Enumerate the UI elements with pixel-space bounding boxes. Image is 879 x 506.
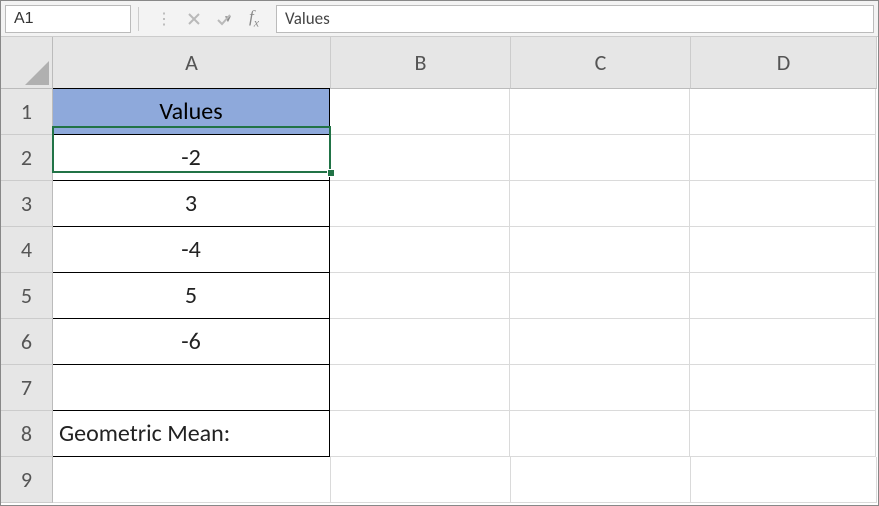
cell-D4[interactable] [690, 227, 876, 273]
cell-A3[interactable]: 3 [53, 180, 330, 227]
table-row: -4 [53, 227, 878, 273]
formula-button-group: ⋮ fx [146, 6, 272, 32]
row-header-strip: 123456789 [1, 37, 53, 505]
name-box-container[interactable]: ▼ [5, 5, 131, 33]
cell-C4[interactable] [510, 227, 690, 273]
cell-A2[interactable]: -2 [53, 134, 330, 181]
formula-input-text: Values [285, 8, 330, 29]
column-header-D[interactable]: D [691, 37, 877, 89]
cell-A4[interactable]: -4 [53, 226, 330, 273]
cell-D8[interactable] [690, 411, 876, 457]
cell-B9[interactable] [331, 457, 511, 503]
column-header-B[interactable]: B [331, 37, 511, 89]
row-header-5[interactable]: 5 [1, 273, 53, 319]
cell-D9[interactable] [691, 457, 877, 503]
cell-A9[interactable] [53, 457, 331, 503]
formula-input[interactable]: Values [276, 5, 874, 33]
cell-C3[interactable] [510, 181, 690, 227]
cell-B4[interactable] [330, 227, 510, 273]
cell-A5[interactable]: 5 [53, 272, 330, 319]
cell-C6[interactable] [510, 319, 690, 365]
cell-D7[interactable] [690, 365, 876, 411]
row-header-1[interactable]: 1 [1, 89, 53, 135]
table-row: -2 [53, 135, 878, 181]
divider [138, 7, 139, 31]
cell-B8[interactable] [330, 411, 510, 457]
row-header-9[interactable]: 9 [1, 457, 53, 503]
cell-B2[interactable] [330, 135, 510, 181]
table-row: 5 [53, 273, 878, 319]
cell-C7[interactable] [510, 365, 690, 411]
row-header-4[interactable]: 4 [1, 227, 53, 273]
cell-B6[interactable] [330, 319, 510, 365]
column-headers: ABCD [53, 37, 878, 89]
table-row: 3 [53, 181, 878, 227]
table-row: Values [53, 89, 878, 135]
table-row: -6 [53, 319, 878, 365]
cell-C2[interactable] [510, 135, 690, 181]
row-header-3[interactable]: 3 [1, 181, 53, 227]
cell-C5[interactable] [510, 273, 690, 319]
cancel-icon[interactable] [180, 6, 208, 32]
cell-D1[interactable] [690, 89, 876, 135]
select-all-corner[interactable] [1, 37, 53, 89]
cell-C9[interactable] [511, 457, 691, 503]
cell-B5[interactable] [330, 273, 510, 319]
cell-B3[interactable] [330, 181, 510, 227]
cell-B1[interactable] [330, 89, 510, 135]
cell-A8[interactable]: Geometric Mean: [53, 410, 330, 457]
cell-A6[interactable]: -6 [53, 318, 330, 365]
cell-B7[interactable] [330, 365, 510, 411]
formula-bar: ▼ ⋮ fx Values [1, 1, 878, 37]
fill-handle[interactable] [327, 169, 335, 177]
fx-icon[interactable]: fx [240, 6, 268, 32]
cell-C1[interactable] [510, 89, 690, 135]
cell-D5[interactable] [690, 273, 876, 319]
enter-icon[interactable] [210, 6, 238, 32]
cell-D2[interactable] [690, 135, 876, 181]
cell-D3[interactable] [690, 181, 876, 227]
column-header-C[interactable]: C [511, 37, 691, 89]
cells-area[interactable]: Values-23-45-6 Geometric Mean: [53, 89, 878, 503]
row-header-2[interactable]: 2 [1, 135, 53, 181]
grid: ABCD Values-23-45-6 Geometric Mean: [53, 37, 878, 505]
sheet-area: 123456789 ABCD Values-23-45-6 Geometric M… [1, 37, 878, 505]
cell-A7[interactable] [53, 364, 330, 411]
column-header-A[interactable]: A [53, 37, 331, 89]
cell-D6[interactable] [690, 319, 876, 365]
cell-C8[interactable] [510, 411, 690, 457]
row-header-6[interactable]: 6 [1, 319, 53, 365]
cell-A1[interactable]: Values [53, 88, 330, 135]
table-row: Geometric Mean: [53, 411, 878, 457]
table-row [53, 457, 878, 503]
table-row [53, 365, 878, 411]
row-header-7[interactable]: 7 [1, 365, 53, 411]
drag-handle-icon: ⋮ [150, 6, 178, 32]
row-header-8[interactable]: 8 [1, 411, 53, 457]
